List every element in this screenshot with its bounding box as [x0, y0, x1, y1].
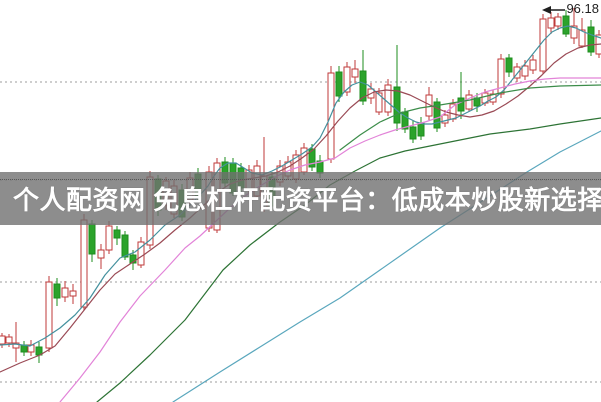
gridline-over-banner [0, 179, 601, 180]
price-annotation: 96.18 [541, 1, 599, 17]
overlay-ad-banner: 个人配资网 免息杠杆配资平台：低成本炒股新选择 [0, 172, 601, 225]
left-arrow-icon [542, 6, 566, 14]
price-annotation-value: 96.18 [566, 1, 599, 16]
ad-banner-text: 个人配资网 免息杠杆配资平台：低成本炒股新选择 [13, 185, 601, 215]
